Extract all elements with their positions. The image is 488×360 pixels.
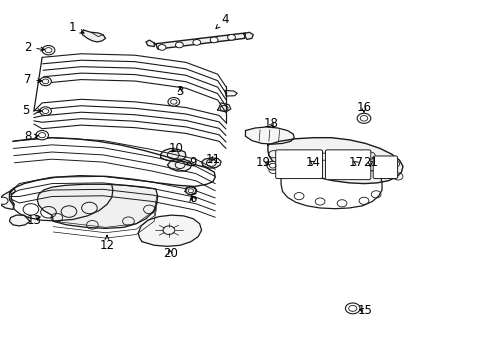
Circle shape xyxy=(175,42,183,48)
Circle shape xyxy=(40,77,51,86)
Polygon shape xyxy=(156,33,245,49)
Polygon shape xyxy=(146,40,154,46)
Text: 6: 6 xyxy=(189,192,197,205)
Polygon shape xyxy=(243,32,253,40)
Polygon shape xyxy=(184,186,196,195)
FancyBboxPatch shape xyxy=(372,156,397,179)
Text: 10: 10 xyxy=(168,142,183,155)
Text: 15: 15 xyxy=(357,305,372,318)
Circle shape xyxy=(158,45,165,50)
Text: 1: 1 xyxy=(69,21,84,34)
Text: 17: 17 xyxy=(347,156,363,169)
Text: 9: 9 xyxy=(185,156,197,169)
Circle shape xyxy=(210,37,218,43)
Circle shape xyxy=(356,113,370,123)
Polygon shape xyxy=(365,161,380,171)
Text: 12: 12 xyxy=(99,235,114,252)
Text: 19: 19 xyxy=(255,156,270,169)
Polygon shape xyxy=(81,30,105,42)
Polygon shape xyxy=(224,90,237,96)
FancyBboxPatch shape xyxy=(275,150,322,179)
Circle shape xyxy=(167,98,179,106)
Polygon shape xyxy=(9,215,30,226)
Text: 18: 18 xyxy=(264,117,278,130)
Circle shape xyxy=(42,45,55,55)
Text: 21: 21 xyxy=(362,156,377,169)
Polygon shape xyxy=(0,188,15,210)
Polygon shape xyxy=(217,103,230,112)
Circle shape xyxy=(192,40,200,45)
Polygon shape xyxy=(138,215,201,246)
Text: 4: 4 xyxy=(216,13,228,29)
Text: 14: 14 xyxy=(305,156,320,169)
Polygon shape xyxy=(245,127,294,144)
Text: 16: 16 xyxy=(356,101,371,114)
Text: 5: 5 xyxy=(22,104,41,117)
Circle shape xyxy=(227,35,235,40)
Circle shape xyxy=(266,161,278,170)
Polygon shape xyxy=(160,148,185,161)
Polygon shape xyxy=(267,138,402,184)
Text: 2: 2 xyxy=(24,41,44,54)
Text: 8: 8 xyxy=(24,130,38,144)
Circle shape xyxy=(36,131,48,140)
Text: 13: 13 xyxy=(26,214,41,227)
Text: 3: 3 xyxy=(176,85,183,98)
Polygon shape xyxy=(300,150,318,160)
Circle shape xyxy=(185,187,195,194)
Text: 20: 20 xyxy=(163,247,178,260)
Circle shape xyxy=(345,303,359,314)
Polygon shape xyxy=(167,159,191,171)
Circle shape xyxy=(40,107,51,116)
Polygon shape xyxy=(346,153,361,162)
Text: 11: 11 xyxy=(205,153,220,166)
Polygon shape xyxy=(37,184,158,228)
FancyBboxPatch shape xyxy=(325,150,370,180)
Polygon shape xyxy=(201,158,221,168)
Text: 7: 7 xyxy=(24,73,41,86)
